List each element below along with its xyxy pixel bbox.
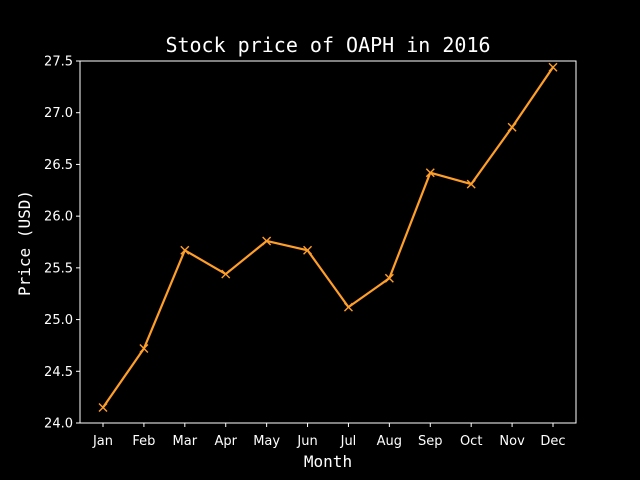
- x-tick-label: Jul: [340, 434, 357, 449]
- x-axis-label: Month: [304, 452, 352, 471]
- data-point-marker: [303, 245, 313, 255]
- x-tick-label: Feb: [132, 434, 155, 449]
- x-tick-label: Aug: [377, 434, 402, 449]
- y-tick-label: 26.0: [44, 210, 73, 225]
- data-point-marker: [221, 269, 231, 279]
- data-point-marker: [262, 236, 272, 246]
- y-tick-label: 25.5: [44, 261, 73, 276]
- x-tick-label: Oct: [460, 434, 482, 449]
- chart-title: Stock price of OAPH in 2016: [165, 33, 490, 57]
- x-tick-label: Nov: [499, 434, 525, 449]
- data-point-marker: [548, 62, 558, 72]
- data-point-marker: [507, 122, 517, 132]
- data-point-marker: [98, 402, 108, 412]
- x-tick-label: Apr: [214, 434, 237, 449]
- x-tick-label: Dec: [540, 434, 565, 449]
- y-axis: 24.0 24.5 25.0 25.5 26.0 26.5 27.0 27.5: [44, 55, 80, 432]
- y-tick-label: 26.5: [44, 158, 73, 173]
- y-tick-label: 24.5: [44, 365, 73, 380]
- data-point-marker: [466, 179, 476, 189]
- series-line-group: [98, 62, 558, 412]
- y-tick-label: 27.0: [44, 106, 73, 121]
- x-axis: Jan Feb Mar Apr May Jun Jul Aug Sep Oct Nov Dec: [92, 423, 566, 449]
- y-tick-label: 27.5: [44, 55, 73, 70]
- x-tick-label: Jan: [92, 434, 113, 449]
- series-line: [102, 66, 554, 409]
- y-tick-label: 24.0: [44, 417, 73, 432]
- data-point-marker: [384, 273, 394, 283]
- data-point-marker: [180, 245, 190, 255]
- plot-area: [79, 60, 577, 424]
- x-tick-label: Mar: [173, 434, 198, 449]
- y-axis-label: Price (USD): [15, 190, 34, 296]
- data-point-marker: [343, 302, 353, 312]
- y-tick-label: 25.0: [44, 313, 73, 328]
- x-tick-label: Jun: [296, 434, 317, 449]
- data-point-marker: [139, 344, 149, 354]
- x-tick-label: Sep: [418, 434, 443, 449]
- data-point-marker: [425, 168, 435, 178]
- x-tick-label: May: [253, 434, 280, 449]
